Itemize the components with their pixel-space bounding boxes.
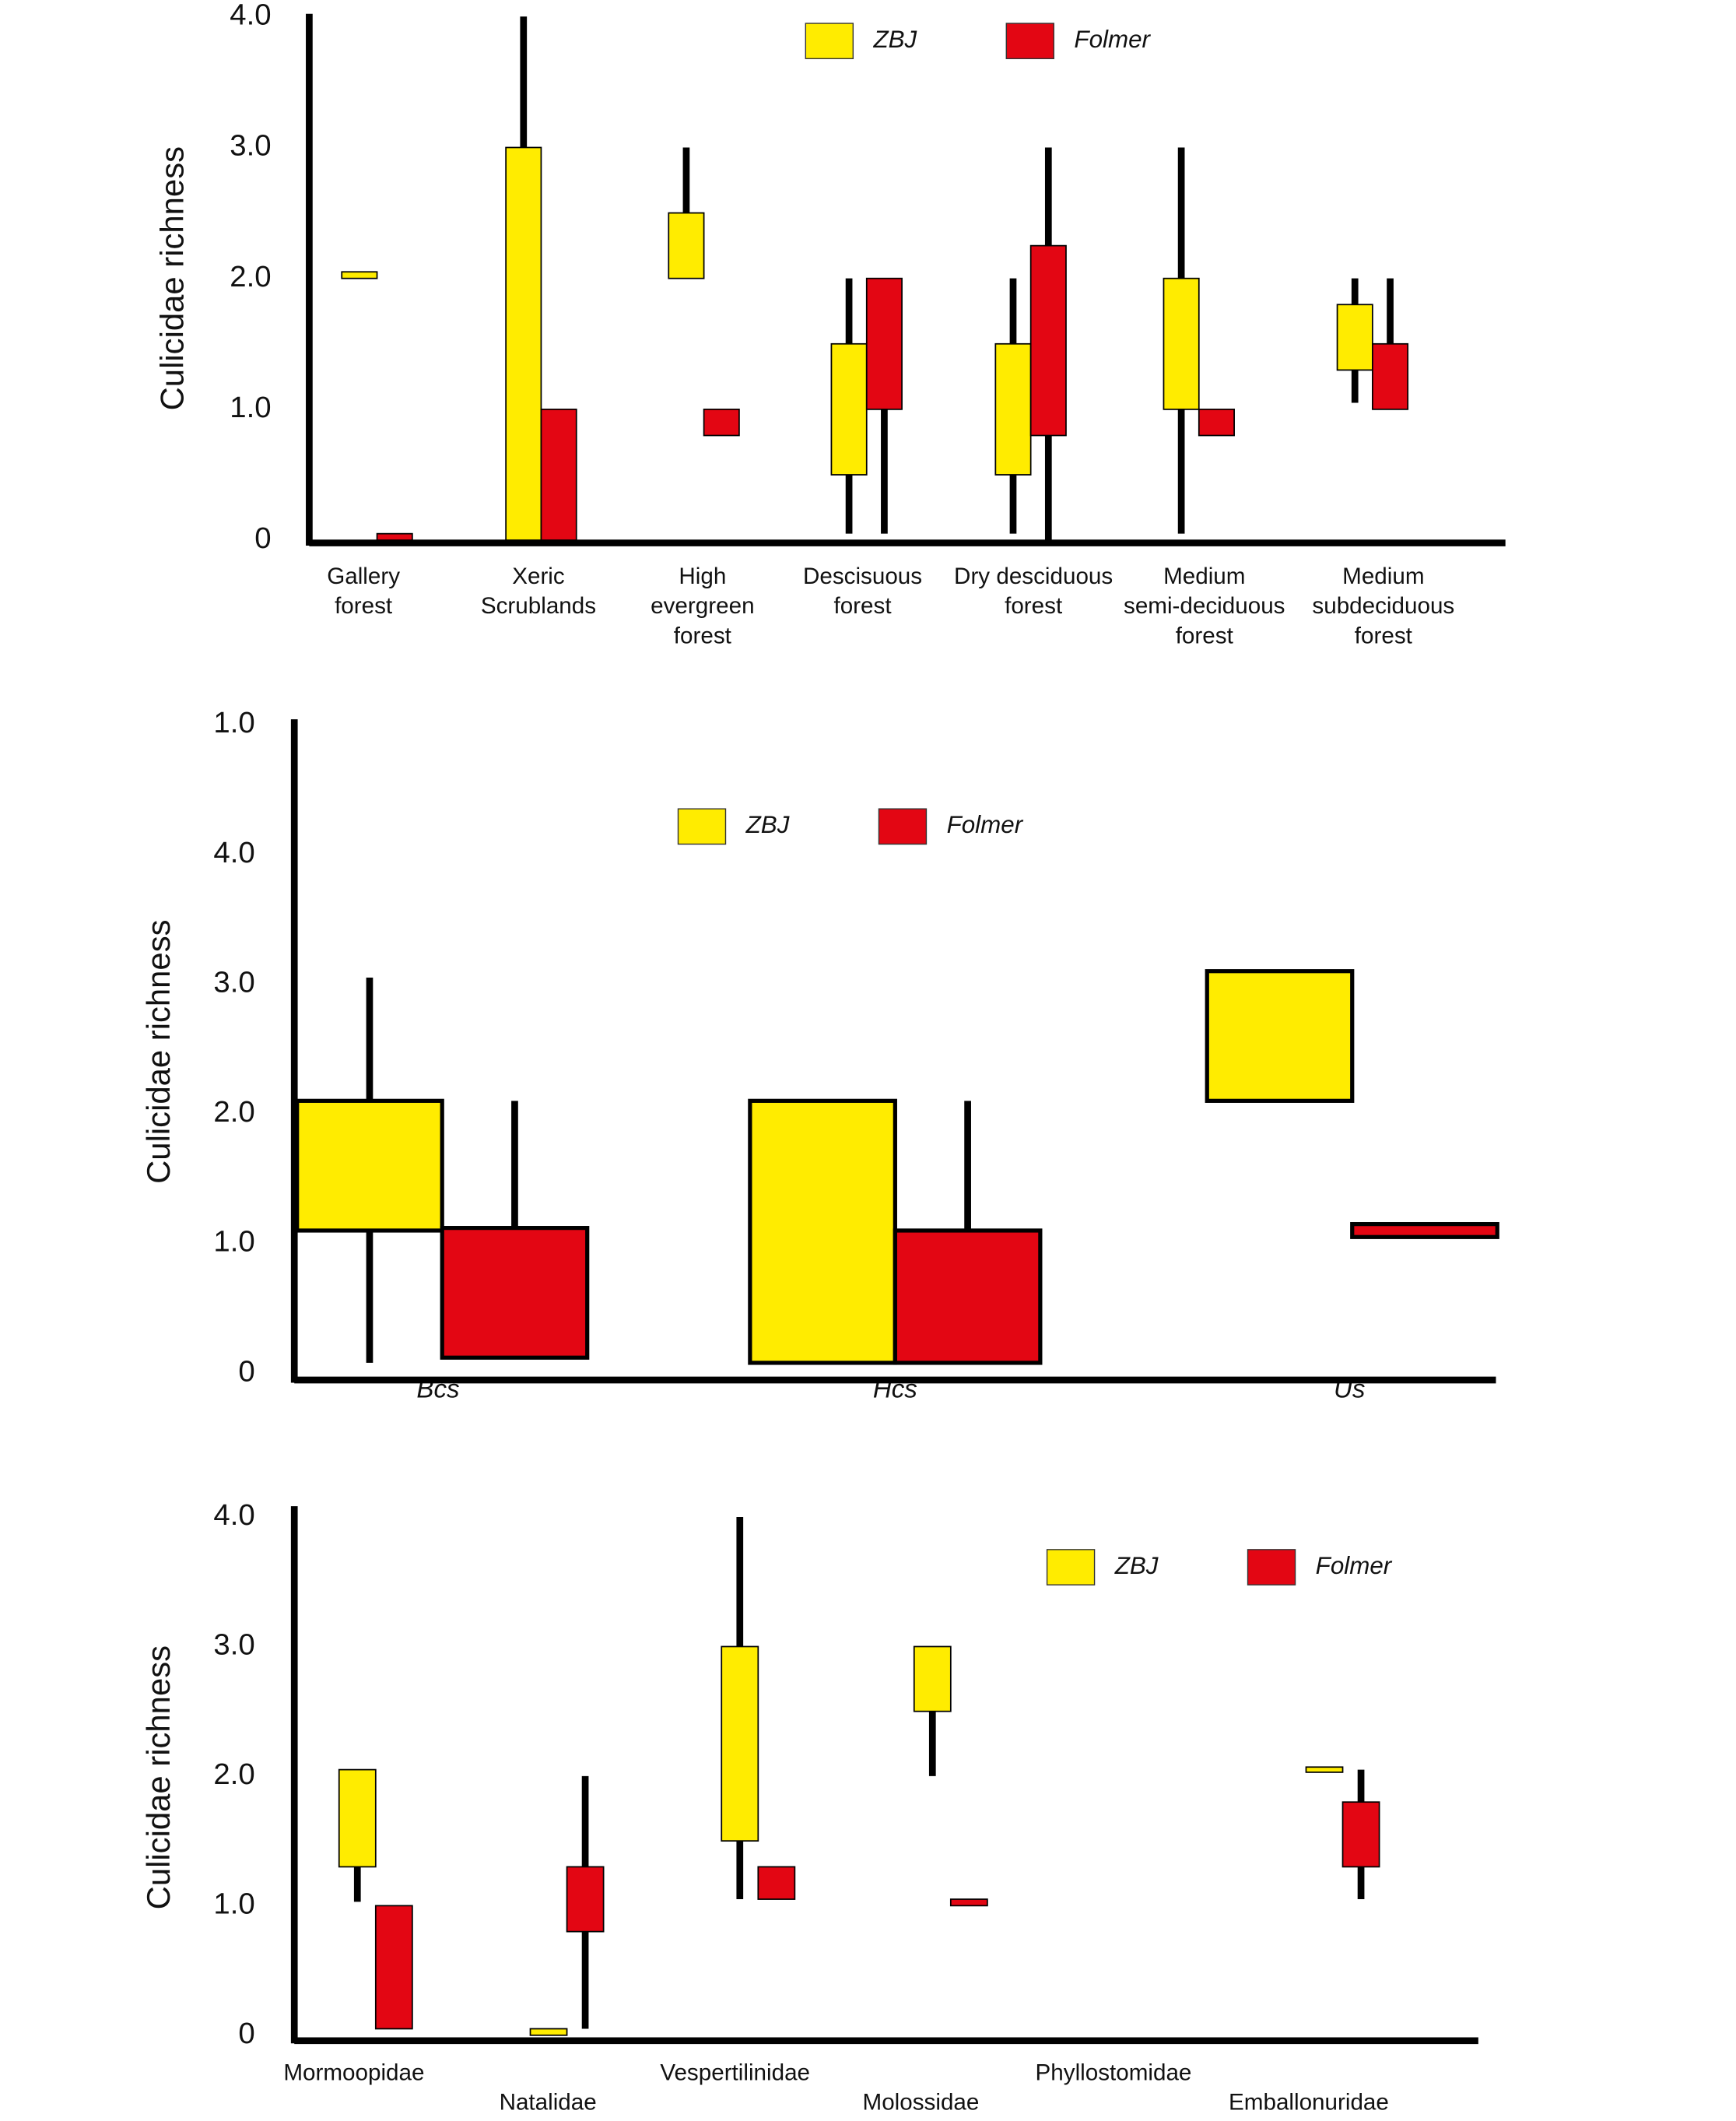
legend-label: Folmer — [1074, 26, 1151, 53]
box — [1372, 342, 1409, 410]
x-tick-label: Mormoopidae — [283, 2060, 424, 2085]
box — [1341, 1801, 1380, 1868]
legend-swatch — [1247, 1549, 1296, 1585]
x-tick-label: Xeric Scrublands — [481, 564, 596, 619]
x-tick-label-line: forest — [335, 593, 393, 619]
y-tick-label: 2.0 — [230, 260, 271, 293]
legend-label: ZBJ — [1114, 1552, 1159, 1579]
box — [949, 1898, 988, 1907]
y-tick-label: 4.0 — [213, 836, 254, 869]
legend-label: Folmer — [1316, 1552, 1393, 1579]
x-tick-label: Gallery forest — [327, 564, 400, 619]
x-tick-label-line: forest — [1005, 593, 1063, 619]
x-tick-label-line: Descisuous — [803, 564, 922, 589]
box — [757, 1866, 796, 1900]
x-tick-label-line: forest — [1176, 623, 1234, 649]
y-tick-label: 1.0 — [230, 391, 271, 424]
y-tick-label: 3.0 — [213, 965, 254, 999]
x-tick-label-line: Medium — [1163, 564, 1245, 589]
box — [893, 1228, 1043, 1365]
y-tick-label: 4.0 — [213, 1498, 254, 1532]
x-tick-label-line: Scrublands — [481, 593, 596, 619]
box — [721, 1645, 759, 1842]
legend-label: ZBJ — [745, 811, 790, 838]
y-tick-label: 2.0 — [213, 1095, 254, 1129]
box — [566, 1866, 605, 1933]
box — [376, 532, 413, 541]
y-tick-label: 0 — [238, 2017, 254, 2050]
y-tick-label: 1.0 — [213, 1225, 254, 1259]
x-tick-label-line: evergreen — [651, 593, 754, 619]
x-tick-label: Medium semi-deciduous forest — [1124, 564, 1285, 649]
y-tick-label: 0 — [254, 521, 271, 555]
legend-swatch — [1005, 23, 1054, 60]
x-tick-label: Vespertilinidae — [660, 2060, 810, 2085]
box — [748, 1098, 897, 1365]
legend-label: ZBJ — [872, 26, 917, 53]
box — [1205, 969, 1355, 1103]
x-tick-label: Medium subdeciduous forest — [1312, 564, 1454, 649]
x-tick-label-line: Dry desciduous — [954, 564, 1113, 589]
box — [703, 409, 740, 437]
box — [529, 2028, 568, 2036]
y-tick-label: 0 — [238, 1354, 254, 1388]
box — [505, 146, 542, 541]
y-tick-label: 2.0 — [213, 1758, 254, 1791]
box — [1350, 1222, 1499, 1239]
box — [1198, 409, 1235, 437]
x-tick-label-line: semi-deciduous — [1124, 593, 1285, 619]
y-tick-label: 1.0 — [213, 706, 254, 739]
box — [1305, 1766, 1344, 1773]
box — [440, 1226, 590, 1360]
y-tick-label: 4.0 — [230, 0, 271, 31]
legend-swatch — [677, 808, 727, 845]
x-tick-label: Dry desciduous forest — [954, 564, 1113, 619]
legend-swatch — [878, 808, 928, 845]
box — [994, 342, 1032, 476]
legend-swatch — [805, 23, 854, 60]
box — [338, 1768, 377, 1868]
y-tick-label: 3.0 — [213, 1628, 254, 1662]
box — [830, 342, 868, 476]
legend-swatch — [1046, 1549, 1096, 1585]
box — [668, 212, 705, 279]
box — [295, 1098, 444, 1233]
box — [865, 277, 903, 410]
legend-label: Folmer — [947, 811, 1024, 838]
box — [341, 271, 378, 279]
x-tick-label-line: Medium — [1342, 564, 1424, 589]
x-tick-label: Molossidae — [863, 2090, 980, 2116]
box — [1336, 304, 1373, 371]
y-tick-label: 3.0 — [230, 129, 271, 163]
x-tick-label: Emballonuridae — [1229, 2090, 1389, 2116]
x-tick-label: Natalidae — [500, 2090, 597, 2116]
x-tick-label-line: High — [679, 564, 726, 589]
x-tick-label: Descisuous forest — [803, 564, 922, 619]
x-tick-label-line: Gallery — [327, 564, 400, 589]
x-tick-label: High evergreen forest — [651, 564, 754, 649]
y-axis-label: Culicidae richness — [153, 146, 190, 410]
y-axis-label: Culicidae richness — [140, 1645, 177, 1909]
box — [1029, 244, 1067, 437]
y-axis-label: Culicidae richness — [140, 919, 177, 1183]
x-tick-label-line: subdeciduous — [1312, 593, 1454, 619]
box — [913, 1645, 952, 1712]
x-tick-label-line: Xeric — [512, 564, 565, 589]
x-tick-label-line: forest — [1355, 623, 1413, 649]
y-tick-label: 1.0 — [213, 1887, 254, 1920]
x-tick-label: Phyllostomidae — [1036, 2060, 1192, 2085]
box — [1163, 277, 1200, 410]
x-tick-label-line: forest — [674, 623, 732, 649]
x-tick-label-line: forest — [833, 593, 892, 619]
box — [374, 1905, 413, 2030]
box — [540, 409, 577, 541]
